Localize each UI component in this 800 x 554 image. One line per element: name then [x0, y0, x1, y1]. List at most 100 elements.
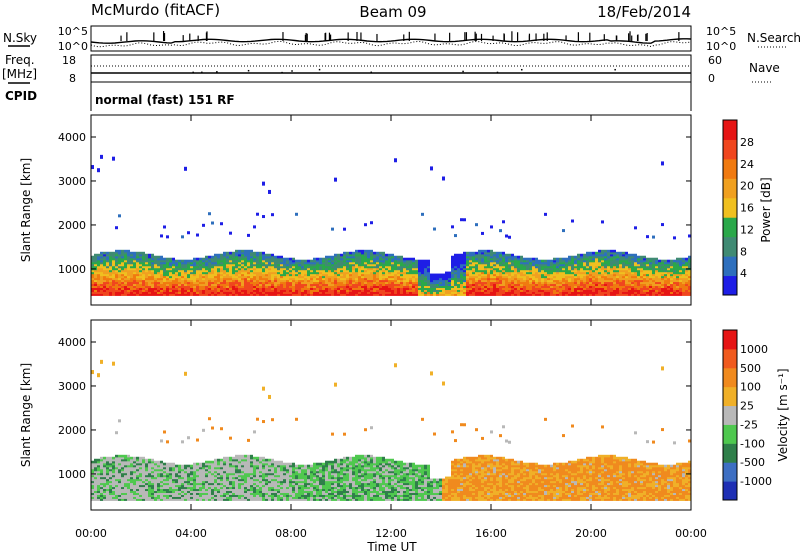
power-cell [193, 287, 196, 290]
power-cell [559, 267, 562, 271]
power-cell [472, 269, 475, 273]
power-cell [256, 283, 259, 287]
power-cell [547, 261, 550, 265]
power-cell [508, 285, 511, 289]
power-cell [334, 277, 337, 281]
power-cell [421, 265, 424, 269]
power-cell [682, 257, 685, 261]
power-cell [673, 275, 676, 279]
power-cell [676, 265, 679, 269]
power-cell [172, 265, 175, 269]
power-cell [277, 293, 280, 296]
power-cell [520, 285, 523, 289]
power-cell [157, 269, 160, 273]
power-cell [130, 277, 133, 281]
power-cell [148, 253, 151, 257]
power-cell [319, 281, 322, 285]
power-cell [358, 255, 361, 259]
velocity-cell [175, 468, 178, 472]
power-cell [448, 281, 451, 285]
power-cell [541, 279, 544, 283]
power-cell [457, 255, 460, 259]
power-cell [109, 289, 112, 292]
power-cell [388, 261, 391, 265]
power-cell [397, 267, 400, 271]
power-cell [484, 277, 487, 281]
power-cell [232, 265, 235, 269]
velocity-cell [169, 478, 172, 482]
velocity-cell [145, 496, 148, 499]
power-cell [214, 261, 217, 265]
velocity-cell [124, 462, 127, 466]
power-cell [469, 267, 472, 271]
power-cell [241, 251, 244, 255]
power-cell [370, 287, 373, 290]
power-cell [409, 271, 412, 275]
power-cell [196, 285, 199, 289]
power-cell [673, 293, 676, 296]
power-cell [424, 279, 427, 283]
power-cell [577, 283, 580, 287]
power-cell [616, 265, 619, 269]
power-cell [205, 259, 208, 263]
power-cell [382, 267, 385, 271]
velocity-cell [160, 464, 163, 468]
power-cell [334, 255, 337, 259]
power-cell [565, 271, 568, 275]
power-cell [565, 285, 568, 289]
power-cell [526, 293, 529, 296]
power-cell [418, 273, 421, 277]
power-cell [625, 259, 628, 263]
power-cell [385, 285, 388, 289]
power-cell [112, 267, 115, 271]
power-cell [310, 285, 313, 289]
power-cell [352, 275, 355, 279]
power-cell [142, 259, 145, 263]
power-cell [568, 277, 571, 281]
power-cell [337, 255, 340, 259]
power-cell [121, 279, 124, 283]
power-cell [367, 269, 370, 273]
power-cell [307, 279, 310, 283]
power-cell [139, 273, 142, 277]
power-cell [178, 277, 181, 281]
power-cell [328, 263, 331, 267]
power-cell [466, 251, 469, 255]
velocity-cell [181, 476, 184, 480]
power-cell [520, 273, 523, 277]
power-cell [322, 285, 325, 289]
power-cell [334, 281, 337, 285]
power-cell [565, 269, 568, 273]
power-cell [253, 291, 256, 294]
power-cell [304, 259, 307, 263]
velocity-cell [139, 462, 142, 466]
power-cell [295, 267, 298, 271]
velocity-cell [136, 496, 139, 499]
power-cell [376, 255, 379, 259]
power-cell [472, 265, 475, 269]
velocity-cell [121, 464, 124, 468]
velocity-cell [139, 496, 142, 499]
power-cell [121, 255, 124, 259]
power-cell [439, 287, 442, 290]
velocity-cell [187, 484, 190, 488]
power-cell [496, 263, 499, 267]
power-cell [475, 255, 478, 259]
power-cell [520, 257, 523, 261]
power-cell [268, 267, 271, 271]
power-cell [682, 261, 685, 265]
velocity-cell [139, 460, 142, 464]
power-cell [403, 269, 406, 273]
power-cell [235, 275, 238, 279]
power-cell [646, 261, 649, 265]
velocity-cell [106, 480, 109, 484]
power-cell [199, 261, 202, 265]
power-cell [106, 261, 109, 265]
power-cell [112, 291, 115, 294]
power-cell [643, 271, 646, 275]
power-cell [118, 273, 121, 277]
power-cell [655, 293, 658, 296]
power-cell [304, 269, 307, 273]
power-cell [163, 293, 166, 296]
power-cell [136, 257, 139, 261]
